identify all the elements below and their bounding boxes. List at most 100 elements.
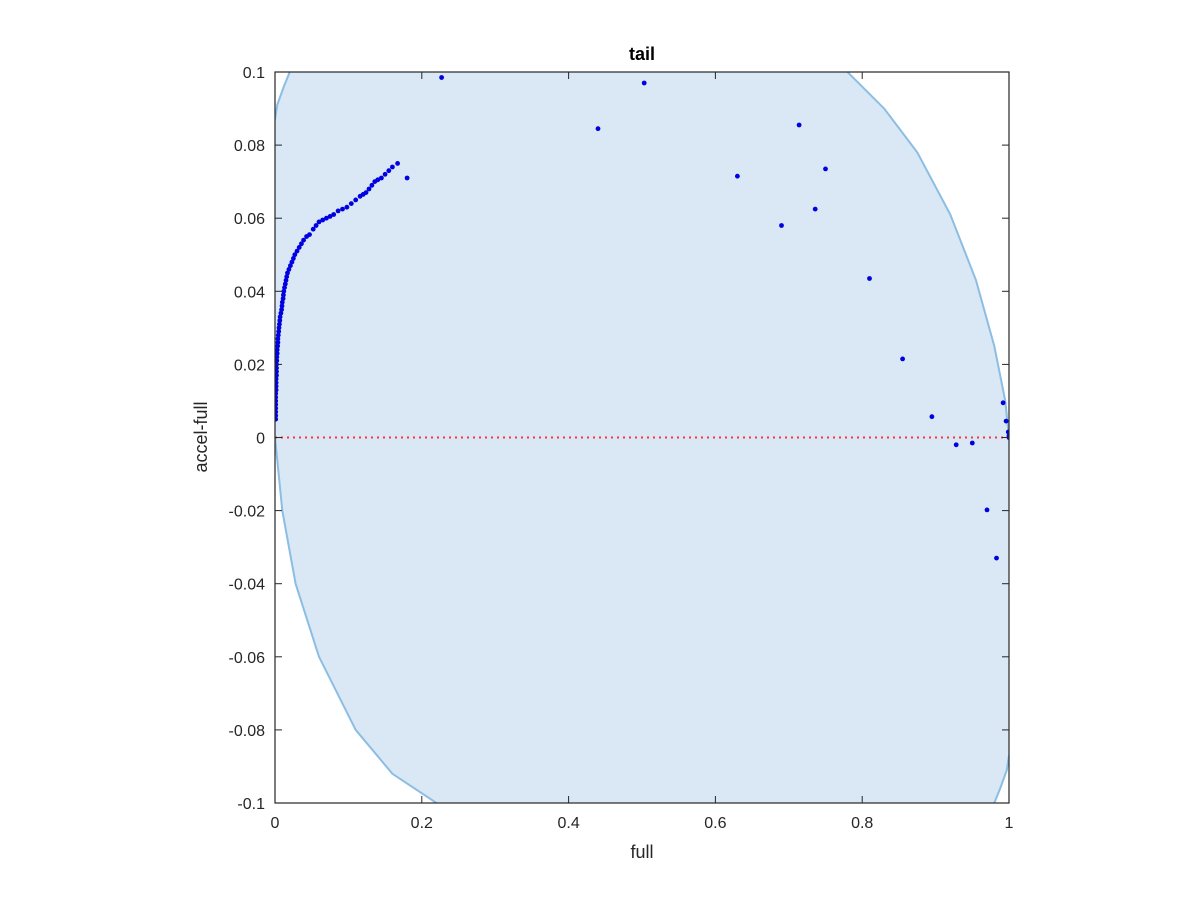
chart-title: tail — [629, 44, 655, 64]
data-point — [327, 214, 333, 219]
data-point — [275, 413, 279, 418]
data-point — [316, 219, 322, 225]
data-point — [363, 190, 369, 196]
data-point — [386, 168, 392, 174]
band-edge-right-upper — [846, 72, 1009, 438]
data-point — [310, 226, 316, 232]
data-point — [735, 173, 740, 179]
data-point — [953, 442, 959, 448]
data-point — [641, 80, 647, 86]
y-tick-label: -0.06 — [229, 650, 266, 667]
y-tick-label: -0.02 — [229, 504, 266, 521]
data-point — [282, 285, 287, 290]
data-point — [796, 122, 802, 128]
data-point — [291, 256, 296, 261]
data-point — [275, 369, 279, 375]
data-point — [275, 336, 281, 342]
data-point — [369, 182, 375, 188]
data-point — [275, 376, 279, 382]
data-point — [275, 387, 279, 393]
band-edge-left-upper — [275, 72, 291, 120]
data-point — [288, 263, 293, 269]
data-point — [286, 267, 292, 272]
data-point — [275, 383, 279, 389]
data-point — [404, 175, 410, 181]
data-point — [275, 394, 279, 400]
data-point — [320, 217, 326, 223]
data-point — [275, 380, 279, 386]
data-point — [283, 277, 289, 283]
data-point — [823, 166, 828, 172]
data-point — [867, 276, 872, 281]
data-point — [390, 164, 395, 170]
y-tick-label: -0.08 — [229, 723, 266, 740]
data-point — [275, 416, 279, 422]
data-point — [344, 204, 350, 210]
data-points — [275, 75, 1009, 561]
data-point — [929, 414, 935, 420]
data-point — [301, 237, 306, 243]
data-point — [324, 215, 329, 221]
data-point — [289, 259, 295, 265]
data-point — [307, 232, 312, 238]
data-point — [1003, 418, 1009, 424]
data-point — [275, 402, 279, 407]
x-tick-label: 0.6 — [704, 815, 726, 832]
data-point — [284, 274, 290, 280]
data-point — [375, 177, 381, 183]
data-point — [1000, 400, 1006, 406]
data-point — [281, 292, 286, 298]
data-point — [292, 252, 298, 258]
data-point — [439, 75, 444, 80]
data-point — [275, 405, 279, 411]
data-point — [278, 310, 284, 316]
data-point — [275, 373, 279, 378]
data-point — [275, 391, 279, 396]
x-tick-label: 0.8 — [851, 815, 873, 832]
data-point — [984, 507, 990, 513]
data-point — [276, 329, 282, 334]
data-point — [275, 351, 280, 356]
y-tick-label: 0.1 — [243, 65, 265, 82]
x-tick-label: 0 — [271, 815, 280, 832]
data-point — [277, 314, 283, 320]
data-point — [366, 186, 372, 192]
band-edge-left-lower — [275, 437, 438, 803]
data-point — [275, 340, 281, 345]
data-point — [382, 171, 388, 177]
data-point — [1005, 429, 1009, 435]
data-point — [900, 356, 905, 362]
data-point — [340, 206, 345, 212]
data-point — [335, 208, 341, 214]
x-tick-label: 1 — [1005, 815, 1014, 832]
x-axis-label: full — [630, 842, 653, 862]
y-tick-label: 0.06 — [234, 211, 265, 228]
band-edge-right-lower — [993, 755, 1009, 803]
data-point — [277, 318, 283, 323]
data-point — [294, 248, 300, 254]
y-tick-label: 0.02 — [234, 357, 265, 374]
data-point — [812, 206, 818, 212]
data-point — [595, 126, 601, 132]
data-point — [275, 398, 279, 404]
data-point — [379, 175, 384, 181]
data-point — [348, 201, 354, 207]
y-tick-label: -0.04 — [229, 577, 266, 594]
data-point — [282, 281, 288, 287]
data-point — [994, 555, 999, 561]
data-point — [275, 354, 280, 360]
data-point — [275, 343, 280, 349]
y-axis-label: accel-full — [191, 401, 211, 472]
x-tick-label: 0.4 — [557, 815, 579, 832]
data-point — [969, 440, 975, 446]
data-point — [331, 212, 337, 217]
y-tick-label: -0.1 — [237, 796, 265, 813]
data-point — [275, 365, 279, 371]
data-point — [275, 347, 280, 353]
data-point — [313, 223, 319, 228]
data-point — [279, 307, 284, 312]
data-point — [279, 299, 285, 305]
data-point — [299, 241, 304, 247]
y-tick-label: 0 — [256, 431, 265, 448]
